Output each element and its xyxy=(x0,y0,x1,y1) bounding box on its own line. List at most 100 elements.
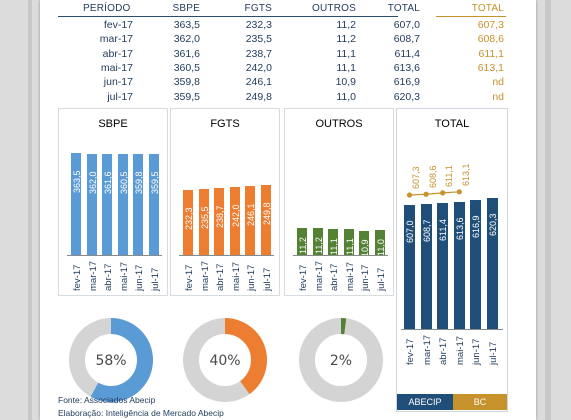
table-cell: 246,1 xyxy=(245,76,272,89)
bar-abr-17 xyxy=(328,229,338,255)
donut-percent-label: 58% xyxy=(95,353,126,369)
bar-jun-17 xyxy=(133,154,143,255)
donut-percent-label: 2% xyxy=(330,353,352,369)
bar-jul-17 xyxy=(374,230,385,255)
table-cell: 232,3 xyxy=(245,19,272,31)
header-rule-bc xyxy=(436,16,506,17)
total-title: TOTAL xyxy=(434,118,470,130)
bar-mar-17 xyxy=(86,153,97,255)
chart-baseline xyxy=(67,255,162,256)
bar-value-label: 363,5 xyxy=(72,170,82,194)
sbpe-panel: SBPE 363,5 fev-17 362,0 mar-17 361,6 abr-17 36… xyxy=(58,108,168,296)
x-tick-label: abr-17 xyxy=(329,263,340,291)
table-cell: 249,8 xyxy=(245,90,272,103)
bar-mai-17 xyxy=(343,229,354,255)
bar-value-label: 242,0 xyxy=(230,204,241,228)
outros-share-donut: 2% xyxy=(296,315,386,410)
bar-jun-17 xyxy=(359,231,369,255)
table-cell: mai-17 xyxy=(100,61,133,74)
table-cell: nd xyxy=(492,90,504,103)
table-cell: 362,0 xyxy=(173,33,200,46)
x-tick-label: mai-17 xyxy=(230,261,242,291)
bar-jul-17 xyxy=(148,154,159,255)
table-cell: 359,8 xyxy=(173,76,200,89)
header-total: TOTAL xyxy=(387,3,420,14)
bar-mar-17 xyxy=(312,228,323,255)
bc-point xyxy=(440,190,446,196)
donut-share-slice xyxy=(183,318,267,402)
x-tick-label: fev-17 xyxy=(298,264,309,291)
table-cell: 607,0 xyxy=(393,19,420,31)
outros-panel: OUTROS 11,2 fev-17 11,2 mar-17 11,1 abr-17 11,… xyxy=(284,108,394,296)
table-cell: abr-17 xyxy=(102,47,133,60)
x-tick-label: jul-17 xyxy=(149,267,161,291)
x-tick-label: mai-17 xyxy=(344,261,356,291)
bar-value-label: 361,6 xyxy=(103,171,113,194)
source-note: Fonte: Associados Abecip xyxy=(58,395,156,405)
table-cell: 10,9 xyxy=(335,76,356,89)
x-tick-label: abr-17 xyxy=(215,263,226,291)
x-tick-label: mar-17 xyxy=(199,260,211,291)
bar-value-label: 359,8 xyxy=(134,171,144,195)
table-cell: 11,2 xyxy=(336,19,356,31)
bar-value-label: 232,3 xyxy=(184,207,194,230)
bar-fev-17 xyxy=(71,153,81,255)
sbpe-title: SBPE xyxy=(98,118,128,130)
bc-point xyxy=(456,189,462,195)
table-cell: 611,1 xyxy=(478,47,505,60)
chart-baseline xyxy=(293,255,388,256)
bar-abr-17 xyxy=(102,153,112,255)
bar-fev-17 xyxy=(183,189,193,255)
bar-value-label: 238,7 xyxy=(215,205,225,229)
abecip-bar-abr-17 xyxy=(437,202,449,329)
outros-title: OUTROS xyxy=(315,118,363,130)
table-cell: 613,6 xyxy=(393,61,420,74)
bc-point xyxy=(423,191,429,197)
donut-svg: 2% xyxy=(299,318,383,402)
x-tick-label: mar-17 xyxy=(313,260,325,291)
table-cell: 611,4 xyxy=(394,47,421,60)
header-period: PERÍODO xyxy=(83,3,131,14)
table-cell: 242,0 xyxy=(245,61,272,74)
table-cell: 359,5 xyxy=(173,90,200,103)
fgts-share-donut: 40% xyxy=(180,315,270,410)
abecip-bar-mar-17 xyxy=(420,204,432,329)
bar-fev-17 xyxy=(297,228,307,255)
bar-jun-17 xyxy=(245,186,255,255)
left-scrollbar-edge xyxy=(28,0,32,420)
x-tick-label: jun-17 xyxy=(246,264,257,291)
table-cell: 11,1 xyxy=(336,47,356,60)
bar-jul-17 xyxy=(260,185,271,255)
sbpe-share-donut: 58% xyxy=(66,315,156,410)
prepared-note: Elaboração: Inteligência de Mercado Abec… xyxy=(58,408,224,418)
right-scrollbar-edge xyxy=(545,0,551,420)
table-cell: 360,5 xyxy=(173,61,200,74)
donut-svg: 40% xyxy=(183,318,267,402)
chart-baseline xyxy=(179,255,274,256)
table-cell: 238,7 xyxy=(245,47,272,60)
table-cell: 613,1 xyxy=(477,61,504,74)
x-tick-label: jul-17 xyxy=(261,267,273,291)
x-tick-label: mar-17 xyxy=(87,260,99,291)
header-total-bc: TOTAL xyxy=(471,3,504,14)
table-cell: 11,0 xyxy=(336,90,356,103)
table-cell: mar-17 xyxy=(99,33,133,46)
x-tick-label: fev-17 xyxy=(184,264,195,291)
x-tick-label: jun-17 xyxy=(134,264,145,291)
header-outros: OUTROS xyxy=(312,3,356,14)
abecip-bar-mai-17 xyxy=(453,201,465,329)
bar-value-label: 359,5 xyxy=(149,171,160,195)
total-panel: TOTAL 607,0 fev-17 607,3 608,7 mar-17 608,6 61… xyxy=(396,108,508,412)
bar-value-label: 11,2 xyxy=(313,237,324,254)
bar-value-label: 11,2 xyxy=(298,237,308,254)
bar-value-label: 249,8 xyxy=(261,202,272,226)
donut-share-slice xyxy=(69,318,153,402)
table-cell: 11,2 xyxy=(336,33,356,46)
bar-value-label: 11,0 xyxy=(375,239,386,256)
table-cell: 361,6 xyxy=(173,47,200,60)
bar-value-label: 362,0 xyxy=(87,171,98,194)
header-fgts: FGTS xyxy=(244,3,272,14)
abecip-bar-jun-17 xyxy=(470,199,482,329)
table-cell: jun-17 xyxy=(103,76,133,89)
header-rule xyxy=(58,16,398,17)
